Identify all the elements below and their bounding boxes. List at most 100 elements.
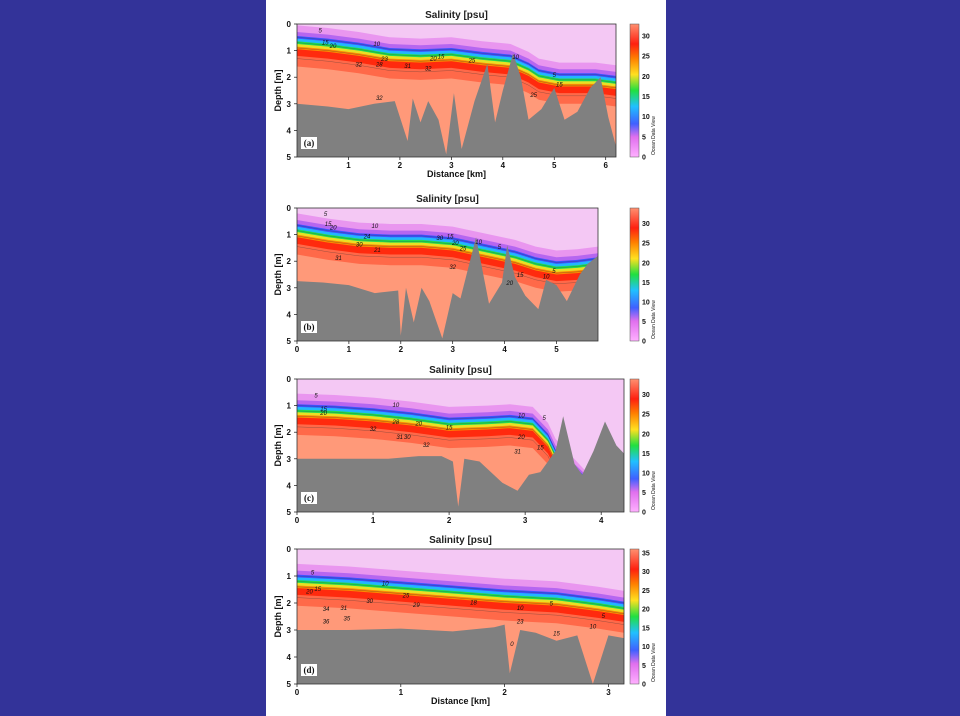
contour-label: 5 [311,571,315,577]
contour-label: 15 [438,55,445,61]
contour-label: 28 [375,63,383,69]
y-tick-label: 0 [287,545,292,554]
colorbar-tick-label: 20 [642,74,650,81]
chart-title: Salinity [psu] [429,535,492,546]
x-tick-label: 0 [295,345,300,354]
contour-label: 31 [396,435,403,441]
colorbar-tick-label: 0 [642,510,646,517]
contour-label: 32 [425,67,432,73]
chart-title: Salinity [psu] [425,10,488,21]
contour-label: 10 [475,240,482,246]
panel-label-box [301,492,317,504]
colorbar-tick-label: 20 [642,260,650,267]
x-tick-label: 4 [502,345,507,354]
colorbar-tick-label: 15 [642,280,650,287]
contour-label: 5 [314,394,318,400]
y-tick-label: 5 [287,337,292,346]
contour-label: 21 [373,248,381,254]
colorbar-tick-label: 5 [642,490,646,497]
contour-label: 20 [451,241,459,247]
panel-label-box [301,137,317,149]
plot-frame [296,23,617,158]
x-axis-label: Distance [km] [431,696,490,706]
colorbar-tick-label: 15 [642,451,650,458]
contour-label: 36 [323,619,330,625]
y-tick-label: 0 [287,375,292,384]
y-tick-label: 2 [287,73,292,82]
contour-label: 25 [402,594,410,600]
y-tick-label: 4 [287,310,292,319]
y-axis-label: Depth [m] [273,70,283,112]
x-tick-label: 6 [603,161,608,170]
contour-label: 15 [556,83,563,89]
colorbar-tick-label: 5 [642,663,646,670]
plot-frame [296,207,599,342]
contour-label: 31 [335,256,342,262]
contour-line [296,235,599,274]
colorbar [629,23,640,158]
contour-label: 34 [323,607,330,613]
colorbar [629,548,640,685]
colorbar-tick-label: 30 [642,34,650,41]
contour-label: 5 [498,245,502,251]
ocean-data-view-label: Ocean Data View [651,643,657,682]
y-tick-label: 0 [287,20,292,29]
x-tick-label: 3 [449,161,454,170]
colorbar-tick-label: 10 [642,114,650,121]
contour-line [296,47,617,89]
contour-line [296,246,599,285]
contour-label: 20 [329,225,337,231]
chart-title: Salinity [psu] [416,194,479,205]
contour-label: 28 [392,420,400,426]
colorbar-tick-label: 35 [642,550,650,557]
colorbar-tick-label: 0 [642,339,646,346]
panel-label: (d) [304,665,315,675]
colorbar-tick-label: 15 [642,625,650,632]
colorbar-tick-label: 10 [642,299,650,306]
ocean-data-view-label: Ocean Data View [651,471,657,510]
colorbar-tick-label: 30 [642,221,650,228]
x-tick-label: 1 [346,161,351,170]
contour-line [296,225,599,263]
colorbar-tick-label: 20 [642,431,650,438]
contour-label: 5 [324,212,328,218]
contour-line [296,405,556,451]
contour-label: 25 [529,93,537,99]
contour-line [296,42,617,83]
colorbar-tick-label: 10 [642,470,650,477]
x-tick-label: 5 [552,161,557,170]
bathymetry [297,53,616,158]
x-tick-label: 3 [606,688,611,697]
y-tick-label: 4 [287,481,292,490]
colorbar-tick-label: 25 [642,412,650,419]
panel-label-box [301,664,317,676]
contour-label: 10 [393,403,400,409]
x-tick-label: 3 [523,516,528,525]
y-tick-label: 3 [287,284,292,293]
contour-label: 0 [510,642,514,648]
contour-line [296,426,556,473]
contour-label: 35 [343,617,350,623]
contour-label: 15 [537,445,544,451]
y-tick-label: 1 [287,402,292,411]
panel-label: (a) [304,138,315,148]
ocean-data-view-label: Ocean Data View [651,300,657,339]
y-axis-label: Depth [m] [273,596,283,638]
colorbar-tick-label: 25 [642,588,650,595]
x-tick-label: 0 [295,516,300,525]
contour-label: 20 [429,57,437,63]
y-tick-label: 3 [287,626,292,635]
colorbar-tick-label: 30 [642,392,650,399]
panel-label: (c) [304,493,314,503]
contour-line [296,416,556,462]
y-tick-label: 0 [287,204,292,213]
x-tick-label: 1 [399,688,404,697]
contour-label: 15 [517,273,524,279]
contour-label: 30 [366,599,373,605]
y-axis-label: Depth [m] [273,425,283,467]
contour-line [296,58,617,99]
x-tick-label: 2 [447,516,452,525]
contour-line [296,586,625,614]
